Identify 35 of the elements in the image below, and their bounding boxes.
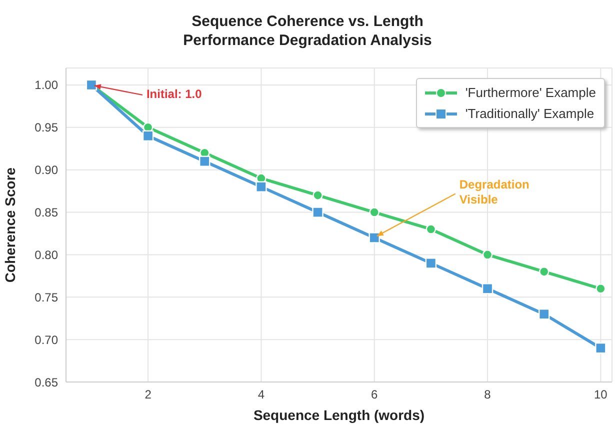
x-tick-label: 2 <box>144 388 152 402</box>
point <box>312 206 324 218</box>
y-tick-label: 1.00 <box>34 78 58 92</box>
y-tick-label: 0.75 <box>34 290 58 304</box>
point <box>482 283 494 294</box>
y-tick-label: 0.70 <box>34 332 58 347</box>
point <box>425 258 437 269</box>
y-tick-label: 0.85 <box>34 206 58 220</box>
point <box>426 224 436 234</box>
y-tick-label: 0.95 <box>34 120 58 135</box>
legend-label: 'Traditionally' Example <box>465 105 594 123</box>
point <box>199 156 210 167</box>
point <box>256 181 267 192</box>
annotation: Degradation Visible <box>459 178 530 207</box>
legend-label: 'Furthermore' Example <box>465 84 596 102</box>
point <box>538 308 550 320</box>
annotation: Initial: 1.0 <box>146 87 202 102</box>
y-axis-title: Coherence Score <box>2 167 18 283</box>
point <box>142 130 154 142</box>
x-tick-label: 10 <box>594 388 608 402</box>
point <box>369 207 380 218</box>
y-tick-label: 0.90 <box>34 163 58 178</box>
point <box>312 190 323 200</box>
point <box>482 250 493 260</box>
x-tick-label: 8 <box>484 388 492 402</box>
y-tick-label: 0.80 <box>34 248 58 262</box>
x-tick-label: 4 <box>258 388 265 402</box>
chart-title: Sequence Coherence vs. Length Performance Degradation Analysis <box>182 12 433 50</box>
y-tick-label: 0.65 <box>34 375 58 390</box>
point <box>368 232 380 244</box>
point <box>596 284 606 294</box>
point <box>539 266 550 277</box>
x-axis-title: Sequence Length (words) <box>253 407 425 423</box>
point <box>595 342 606 354</box>
x-tick-label: 6 <box>371 388 378 402</box>
